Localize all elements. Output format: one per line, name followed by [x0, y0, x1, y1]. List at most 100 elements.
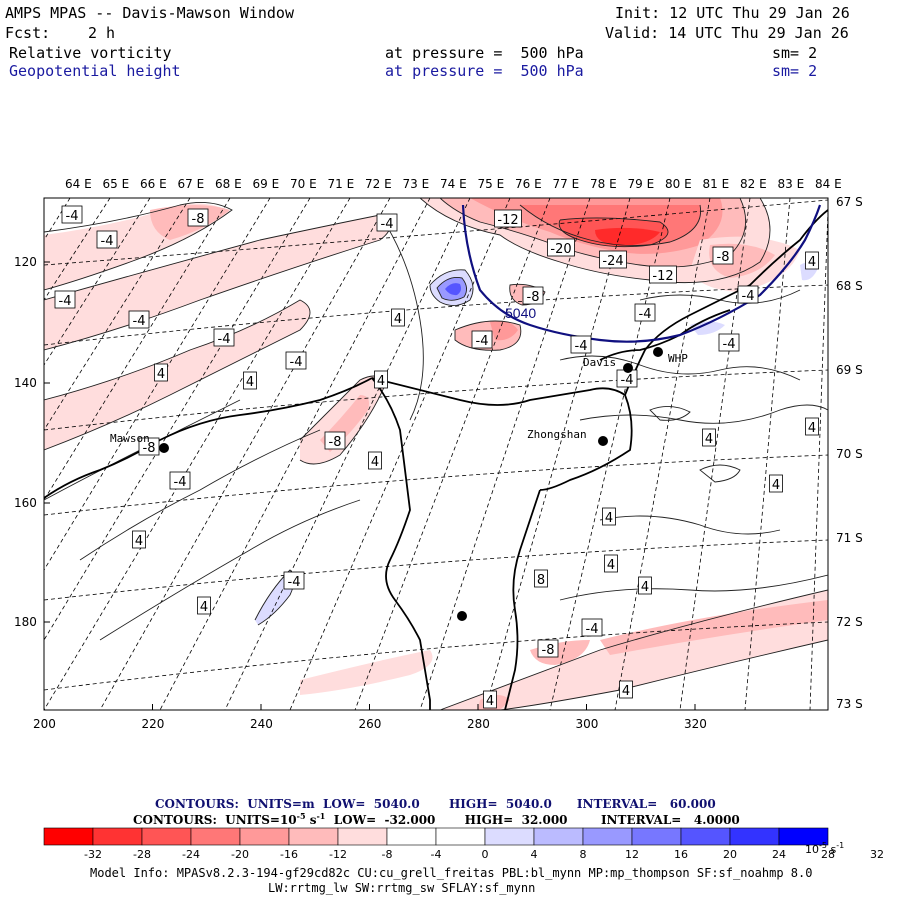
contour-label: -8 — [527, 290, 540, 305]
contour-label-box — [154, 363, 168, 382]
contour-label-box — [718, 333, 740, 352]
latitude-labels: 67 S 68 S 69 S 70 S 71 S 72 S 73 S — [836, 195, 863, 711]
forecast-label: Fcst: — [5, 24, 51, 42]
contour-label: 4 — [607, 558, 615, 573]
contour-label-box — [712, 246, 734, 265]
model-info-line2: LW:rrtmg_lw SW:rrtmg_sw SFLAY:sf_mynn — [268, 881, 536, 895]
contour-label-box — [197, 596, 211, 615]
contour-label: 4 — [200, 600, 208, 615]
contour-label-box — [132, 530, 146, 549]
contour-label: -4 — [742, 289, 755, 304]
contour-label-box — [522, 286, 544, 305]
y-tick-label: 180 — [14, 615, 37, 629]
contour-label: 4 — [394, 312, 402, 327]
contour-label: 4 — [705, 432, 713, 447]
contour-label-box — [534, 569, 548, 588]
colorbar-label: -24 — [182, 848, 200, 861]
field1-smoothing: sm= 2 — [772, 44, 818, 62]
colorbar-label: -12 — [329, 848, 347, 861]
contour-label: -4 — [218, 332, 231, 347]
contour-label: -24 — [602, 254, 623, 269]
field2-name: Geopotential height — [9, 62, 181, 80]
contour-label-box — [138, 437, 160, 456]
colorbar-swatch — [43, 827, 94, 846]
grid-lines — [44, 198, 828, 710]
contour-label-box — [769, 474, 783, 493]
x-tick-label: 240 — [250, 717, 273, 731]
x-tick-label: 220 — [142, 717, 165, 731]
contour-label: -4 — [381, 217, 394, 232]
contour-label-box — [581, 618, 603, 637]
contour-label-box — [54, 290, 76, 309]
longitude-labels: 64 E 65 E 66 E 67 E 68 E 69 E 70 E 71 E 72 E 73 E… — [65, 177, 842, 191]
lon-label: 80 E — [665, 177, 692, 191]
contour-label-box — [649, 265, 677, 284]
colorbar-swatch — [288, 827, 339, 846]
lon-label: 74 E — [440, 177, 467, 191]
lon-label: 65 E — [103, 177, 130, 191]
contour-label: -4 — [66, 209, 79, 224]
contour-label: 4 — [157, 367, 165, 382]
colorbar-label: -16 — [280, 848, 298, 861]
contour-label: -4 — [290, 355, 303, 370]
lon-label: 68 E — [215, 177, 242, 191]
lon-label: 83 E — [778, 177, 805, 191]
init-time: Init: 12 UTC Thu 29 Jan 26 — [615, 4, 850, 22]
contour-label-box — [604, 554, 618, 573]
colorbar-swatch — [680, 827, 731, 846]
lon-label: 79 E — [628, 177, 655, 191]
contour-label-box — [368, 451, 382, 470]
contour-label-box — [471, 330, 493, 349]
station-label: Zhongshan — [527, 428, 587, 441]
contour-label: 4 — [772, 478, 780, 493]
colorbar-label: 16 — [674, 848, 688, 861]
station-marker — [159, 443, 169, 453]
contour-label: -4 — [575, 339, 588, 354]
contour-label: -12 — [497, 213, 518, 228]
contour-label: 8 — [537, 573, 545, 588]
colorbar-labels: -32 -28 -24 -20 -16 -12 -8 -4 0 4 8 12 16 20 24 28 32 — [84, 848, 884, 861]
height-contour-info: CONTOURS: UNITS=m LOW= 5040.0 HIGH= 5040… — [155, 797, 716, 811]
lon-label: 77 E — [553, 177, 580, 191]
contour-label-box — [391, 308, 405, 327]
contour-label: -8 — [717, 250, 730, 265]
forecast-value: 2 h — [88, 24, 116, 42]
colorbar-label: -32 — [84, 848, 102, 861]
station-label: Davis — [583, 356, 616, 369]
lon-label: 70 E — [290, 177, 317, 191]
x-tick-label: 200 — [33, 717, 56, 731]
colorbar-label: 32 — [870, 848, 884, 861]
contour-label-box — [128, 310, 150, 329]
station-label: Mawson — [110, 432, 150, 445]
contour-label-box — [537, 639, 559, 658]
x-tick-label: 300 — [576, 717, 599, 731]
colorbar-swatch — [337, 827, 388, 846]
colorbar-swatch — [631, 827, 682, 846]
contour-label-box — [187, 208, 209, 227]
contour-label: -8 — [542, 643, 555, 658]
contour-label-box — [602, 507, 616, 526]
colorbar-label: 12 — [625, 848, 639, 861]
field1-level: at pressure = 500 hPa — [385, 44, 584, 62]
contour-label: -4 — [101, 234, 114, 249]
contour-label: 4 — [622, 684, 630, 699]
colorbar-label: -8 — [382, 848, 393, 861]
contour-label: -4 — [621, 373, 634, 388]
colorbar-swatch — [533, 827, 584, 846]
station-marker — [457, 611, 467, 621]
colorbar-swatch — [92, 827, 143, 846]
colorbar-swatch — [484, 827, 535, 846]
contour-label-box — [243, 371, 257, 390]
lon-label: 76 E — [515, 177, 542, 191]
contour-label: -4 — [723, 337, 736, 352]
vorticity-shading — [44, 198, 828, 710]
x-tick-label: 280 — [467, 717, 490, 731]
contour-label-box — [599, 250, 627, 269]
model-info: Model Info: MPASv8.2.3-194-gf29cd82c CU:… — [90, 866, 813, 880]
contour-label-box — [702, 428, 716, 447]
colorbar-label: -28 — [133, 848, 151, 861]
contour-label: -4 — [586, 622, 599, 637]
colorbar-swatch — [239, 827, 290, 846]
contour-label: -12 — [652, 269, 673, 284]
contour-label: -4 — [59, 294, 72, 309]
